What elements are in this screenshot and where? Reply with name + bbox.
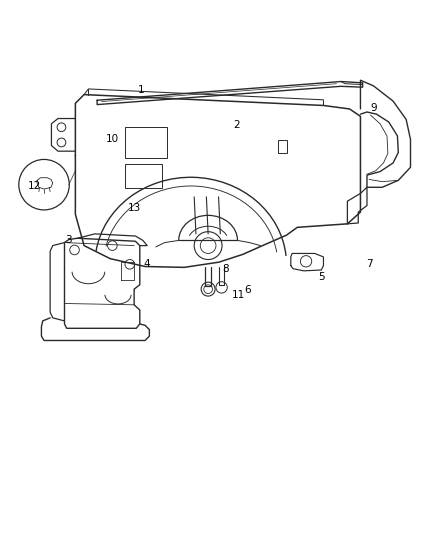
Text: 4: 4 — [144, 260, 151, 269]
Circle shape — [125, 260, 134, 269]
Text: 5: 5 — [318, 272, 325, 282]
Circle shape — [19, 159, 69, 210]
Circle shape — [201, 282, 215, 296]
Circle shape — [57, 123, 66, 132]
Circle shape — [70, 245, 79, 255]
Circle shape — [300, 256, 312, 267]
Circle shape — [194, 232, 222, 260]
Text: 13: 13 — [127, 203, 141, 213]
Text: 12: 12 — [28, 181, 41, 191]
Bar — [278, 140, 287, 154]
Circle shape — [200, 238, 216, 254]
Text: 3: 3 — [66, 236, 72, 245]
Circle shape — [204, 285, 212, 294]
Bar — [125, 127, 167, 158]
Circle shape — [216, 282, 227, 293]
Text: 1: 1 — [138, 85, 144, 95]
Text: 6: 6 — [244, 286, 251, 295]
Text: 11: 11 — [232, 290, 245, 300]
Text: 8: 8 — [222, 264, 229, 273]
Text: 9: 9 — [370, 103, 377, 112]
Circle shape — [57, 138, 66, 147]
Text: 7: 7 — [366, 260, 372, 269]
Text: 10: 10 — [106, 134, 119, 144]
Circle shape — [108, 241, 117, 251]
Text: 2: 2 — [233, 120, 240, 130]
Bar — [125, 164, 162, 188]
